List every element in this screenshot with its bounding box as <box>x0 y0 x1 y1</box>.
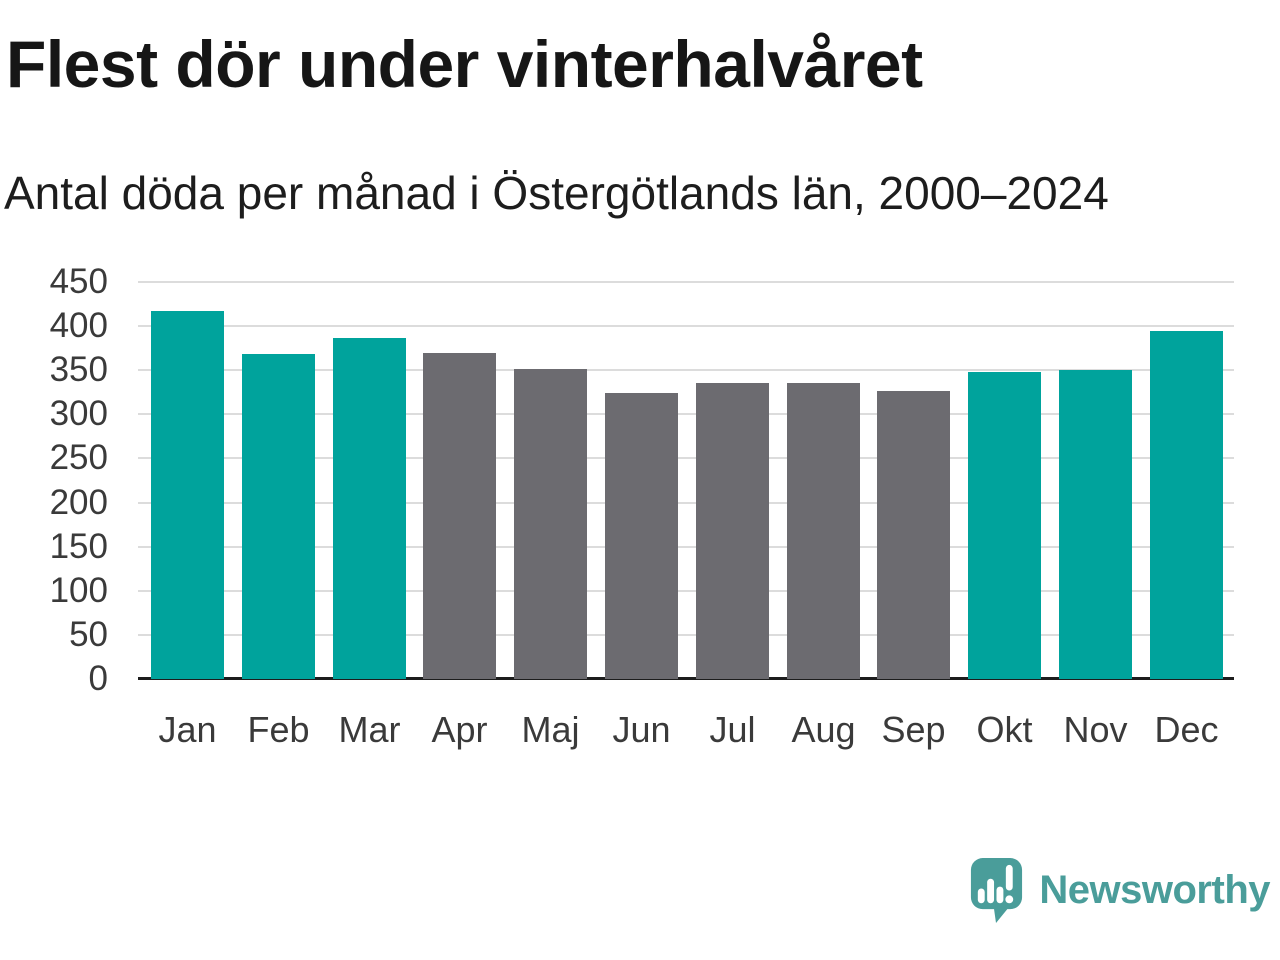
newsworthy-wordmark: Newsworthy <box>1039 868 1270 912</box>
gridline-250 <box>138 457 1234 460</box>
gridline-100 <box>138 589 1234 592</box>
bar-jun <box>605 393 678 679</box>
y-tick-label: 350 <box>49 350 108 390</box>
bar-chart: 0 50 100 150 200 250 300 350 400 450 Jan Feb Mar Apr M… <box>0 260 1280 780</box>
chart-subtitle: Antal döda per månad i Östergötlands län… <box>4 167 1109 219</box>
bar-jan <box>151 311 224 679</box>
y-tick-label: 300 <box>49 394 108 434</box>
x-tick-label: Jan <box>158 709 217 750</box>
x-tick-label: Aug <box>791 709 856 750</box>
y-tick-label: 100 <box>49 570 108 610</box>
x-tick-label: Jul <box>709 709 756 750</box>
y-tick-label: 250 <box>49 438 108 478</box>
y-tick-label: 400 <box>49 306 108 346</box>
gridline-200 <box>138 501 1234 504</box>
x-axis-line <box>138 677 1234 680</box>
bar-feb <box>242 354 315 679</box>
bar-aug <box>787 383 860 679</box>
x-tick-label: Sep <box>881 709 946 750</box>
gridline-300 <box>138 413 1234 416</box>
y-tick-label: 50 <box>69 614 108 654</box>
bar-dec <box>1150 331 1223 679</box>
x-tick-label: Dec <box>1154 709 1219 750</box>
bar-maj <box>514 369 587 679</box>
gridline-50 <box>138 633 1234 636</box>
bar-mar <box>333 338 406 679</box>
y-tick-label: 150 <box>49 526 108 566</box>
bar-okt <box>968 372 1041 679</box>
bar-apr <box>423 353 496 679</box>
x-tick-label: Jun <box>612 709 671 750</box>
y-tick-label: 200 <box>49 482 108 522</box>
x-tick-label: Apr <box>431 709 488 750</box>
x-tick-label: Feb <box>247 709 310 750</box>
gridline-400 <box>138 325 1234 328</box>
newsworthy-logo[interactable]: Newsworthy <box>967 856 1270 925</box>
x-tick-label: Mar <box>338 709 401 750</box>
x-tick-label: Maj <box>521 709 580 750</box>
bar-sep <box>877 391 950 679</box>
bar-jul <box>696 383 769 679</box>
gridline-350 <box>138 369 1234 372</box>
x-tick-label: Nov <box>1063 709 1128 750</box>
y-tick-label: 450 <box>49 262 108 301</box>
gridline-450 <box>138 281 1234 283</box>
chart-title: Flest dör under vinterhalvåret <box>6 27 923 101</box>
x-tick-label: Okt <box>976 709 1033 750</box>
y-tick-label: 0 <box>88 659 108 698</box>
gridline-150 <box>138 545 1234 548</box>
bar-nov <box>1059 370 1132 679</box>
newsworthy-bubble-chart-icon <box>971 858 1023 923</box>
